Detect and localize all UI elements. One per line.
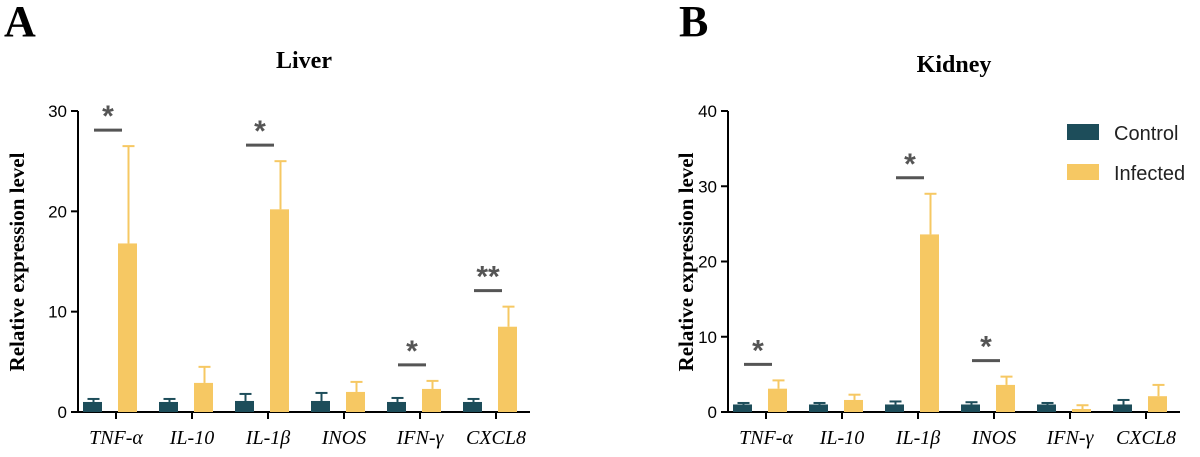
bar-infected-tnf (768, 388, 787, 412)
category-label-inos: INOS (971, 427, 1016, 449)
legend-label-control: Control (1114, 123, 1178, 145)
y-tick-label: 0 (708, 403, 717, 422)
y-tick-label: 20 (698, 253, 717, 272)
bar-infected-cxcl8 (1148, 396, 1167, 412)
category-label-il-1: IL-1β (895, 427, 940, 449)
panel-letter: B (679, 0, 708, 46)
bar-infected-inos (346, 391, 365, 412)
bar-control-cxcl8 (463, 401, 482, 412)
y-axis-label: Relative expression level (5, 152, 29, 371)
y-tick-label: 20 (48, 202, 67, 221)
category-label-inos: INOS (321, 427, 366, 449)
category-label-cxcl8: CXCL8 (466, 427, 526, 449)
legend-label-infected: Infected (1114, 163, 1185, 185)
significance-label-inos: * (980, 331, 992, 364)
significance-label-il-1: * (254, 115, 266, 148)
chart-title: Liver (276, 48, 332, 74)
bar-infected-ifn (1072, 408, 1091, 412)
bar-control-il-1 (885, 404, 904, 412)
category-label-il-1: IL-1β (245, 427, 290, 449)
y-tick-label: 40 (698, 102, 717, 121)
bar-control-cxcl8 (1113, 404, 1132, 412)
significance-label-il-1: * (904, 148, 916, 181)
bar-control-il-10 (159, 401, 178, 412)
category-label-ifn: IFN-γ (1046, 427, 1095, 449)
bar-control-tnf (83, 401, 102, 412)
y-tick-label: 0 (58, 403, 67, 422)
legend: Control Infected (1067, 123, 1185, 185)
bar-infected-ifn (422, 388, 441, 412)
legend-swatch-control (1067, 124, 1099, 140)
y-tick-label: 30 (698, 177, 717, 196)
legend-swatch-infected (1067, 164, 1099, 180)
bar-control-ifn (387, 401, 406, 412)
bar-infected-il-10 (194, 382, 213, 412)
y-axis-label: Relative expression level (674, 152, 698, 371)
bar-infected-il-10 (844, 399, 863, 412)
category-label-il-10: IL-10 (819, 427, 864, 449)
panel-liver: A Liver Relative expression level 0 10 20 3… (4, 0, 530, 449)
plot-area: 0 10 20 30 40 TNF-α IL-10 IL-1β INOS IFN-γ CXCL8 * *… (698, 102, 1180, 449)
category-label-il-10: IL-10 (169, 427, 214, 449)
y-tick-label: 10 (48, 303, 67, 322)
bar-control-il-1 (235, 400, 254, 412)
bar-infected-il-1 (920, 234, 939, 412)
bar-infected-cxcl8 (498, 326, 517, 412)
y-tick-label: 30 (48, 102, 67, 121)
significance-label-tnf: * (752, 334, 764, 367)
bar-control-il-10 (809, 404, 828, 412)
bar-control-inos (311, 400, 330, 412)
bar-control-inos (961, 404, 980, 412)
significance-label-tnf: * (102, 100, 114, 133)
panel-kidney: B Kidney Relative expression level 0 10 20… (674, 0, 1185, 449)
bar-control-ifn (1037, 404, 1056, 412)
category-label-cxcl8: CXCL8 (1116, 427, 1176, 449)
chart-title: Kidney (917, 52, 992, 78)
bar-infected-inos (996, 384, 1015, 412)
category-label-tnf: TNF-α (739, 427, 793, 449)
significance-label-ifn: * (406, 335, 418, 368)
panel-letter: A (4, 0, 36, 46)
bar-infected-il-1 (270, 209, 289, 412)
bar-infected-tnf (118, 243, 137, 412)
bar-control-tnf (733, 404, 752, 412)
category-label-ifn: IFN-γ (396, 427, 445, 449)
category-label-tnf: TNF-α (89, 427, 143, 449)
y-tick-label: 10 (698, 328, 717, 347)
significance-label-cxcl8: ** (476, 261, 500, 294)
